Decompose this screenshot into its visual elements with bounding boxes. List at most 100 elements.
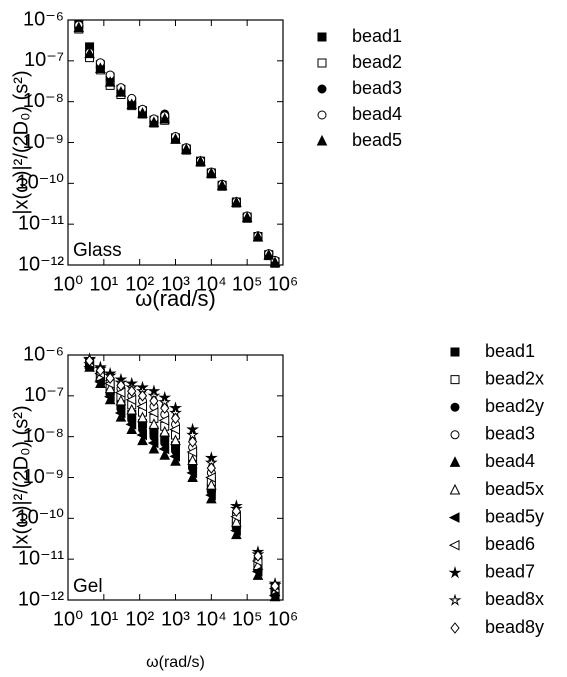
legend-entry: bead2y (485, 396, 544, 416)
marker (95, 62, 106, 73)
marker (158, 443, 170, 455)
marker (114, 407, 126, 419)
marker (170, 434, 181, 446)
legend-label: bead5 (352, 130, 402, 150)
x-tick-label: 10⁶ (268, 608, 298, 630)
y-tick-label: 10⁻¹¹ (18, 547, 64, 569)
marker (159, 112, 171, 124)
y-axis-label: |x(ω)|²/(2D₀) (s²) (10, 70, 32, 214)
panel: 10⁰ 10¹ 10² 10³ 10⁴ 10⁵ 10⁶ 10⁻¹² 10⁻¹¹ 10⁻¹⁰ 10⁻⁹… (10, 8, 402, 311)
marker (253, 550, 263, 562)
marker (206, 479, 217, 490)
marker (206, 167, 217, 178)
marker (104, 76, 116, 87)
marker (268, 590, 280, 601)
y-axis-label: |x(ω)|²/(2D₀) (s²) (10, 405, 32, 549)
legend-entry: bead7 (485, 562, 535, 582)
y-tick-label: 10⁻¹¹ (18, 212, 64, 234)
marker (136, 429, 148, 441)
legend-entry: bead5 (352, 130, 402, 150)
x-tick-label: 10⁵ (232, 608, 263, 630)
marker (137, 411, 148, 423)
marker (206, 462, 216, 474)
x-tick-label: 10⁴ (196, 273, 227, 295)
plot-frame (67, 354, 284, 601)
x-tick-label: 10² (125, 608, 154, 630)
annotation: Gel (73, 576, 103, 597)
x-tick-label: 10⁵ (232, 273, 263, 295)
legend-marker (450, 402, 460, 412)
legend-entry: bead4 (352, 104, 402, 124)
marker (231, 505, 242, 517)
marker (147, 407, 159, 418)
marker (205, 489, 216, 501)
marker (187, 435, 198, 448)
marker (148, 116, 160, 127)
annotation: Glass (73, 240, 122, 261)
marker (104, 382, 116, 394)
marker (158, 415, 170, 426)
y-tick-label: 10⁻⁶ (23, 8, 64, 30)
marker (159, 425, 171, 437)
marker (84, 47, 95, 59)
marker (148, 418, 160, 429)
legend-marker (448, 539, 460, 551)
marker (94, 376, 105, 388)
legend-marker (449, 483, 461, 495)
legend-label: bead3 (352, 78, 402, 98)
y-tick-label: 10⁻⁹ (23, 466, 64, 488)
marker (269, 256, 281, 268)
marker (216, 179, 228, 191)
y-tick-label: 10⁻¹² (18, 253, 64, 275)
panel: 10⁰ 10¹ 10² 10³ 10⁴ 10⁵ 10⁶ 10⁻¹² 10⁻¹¹ 10⁻¹⁰ 10⁻⁹… (10, 341, 544, 671)
marker (148, 442, 160, 454)
marker (104, 391, 115, 403)
legend-marker (317, 84, 327, 94)
legend-label: bead3 (485, 424, 535, 444)
x-tick-label: 10² (125, 273, 154, 295)
legend-marker (316, 134, 328, 146)
legend-marker (449, 456, 461, 467)
legend-entry: bead1 (485, 341, 535, 361)
x-tick-label: 10⁰ (53, 608, 83, 630)
marker (127, 385, 137, 397)
legend-label: bead8y (485, 617, 544, 637)
marker (186, 446, 198, 458)
marker (170, 133, 181, 144)
legend-label: bead7 (485, 562, 535, 582)
marker (169, 424, 180, 435)
legend-marker (450, 375, 460, 385)
x-axis-label: ω(rad/s) (146, 654, 205, 671)
legend-label: bead2x (485, 368, 544, 388)
marker (180, 143, 192, 154)
legend-marker (317, 58, 327, 68)
marker (115, 394, 127, 406)
marker (84, 355, 95, 367)
y-tick-label: 10⁻¹⁰ (17, 172, 64, 194)
marker (252, 230, 264, 242)
marker (159, 449, 171, 460)
marker (126, 403, 138, 415)
y-tick-label: 10⁻⁶ (23, 343, 64, 365)
marker (147, 437, 159, 449)
legend-entry: bead5y (485, 506, 544, 526)
marker (170, 412, 181, 425)
y-tick-label: 10⁻⁸ (23, 425, 64, 447)
legend-label: bead6 (485, 534, 535, 554)
marker (126, 423, 138, 434)
legend-label: bead1 (352, 26, 402, 46)
legend-label: bead5x (485, 479, 544, 499)
marker (195, 155, 206, 167)
x-tick-label: 10⁶ (268, 273, 298, 295)
marker (205, 472, 216, 483)
x-tick-label: 10³ (161, 608, 190, 630)
x-tick-label: 10¹ (89, 608, 118, 630)
legend-marker (450, 430, 460, 440)
marker (73, 21, 85, 33)
x-axis-label: ω(rad/s) (135, 286, 216, 311)
legend-entry: bead1 (352, 26, 402, 46)
legend-label: bead2y (485, 396, 544, 416)
legend-entry: bead5x (485, 479, 544, 499)
y-tick-label: 10⁻⁷ (24, 384, 64, 406)
